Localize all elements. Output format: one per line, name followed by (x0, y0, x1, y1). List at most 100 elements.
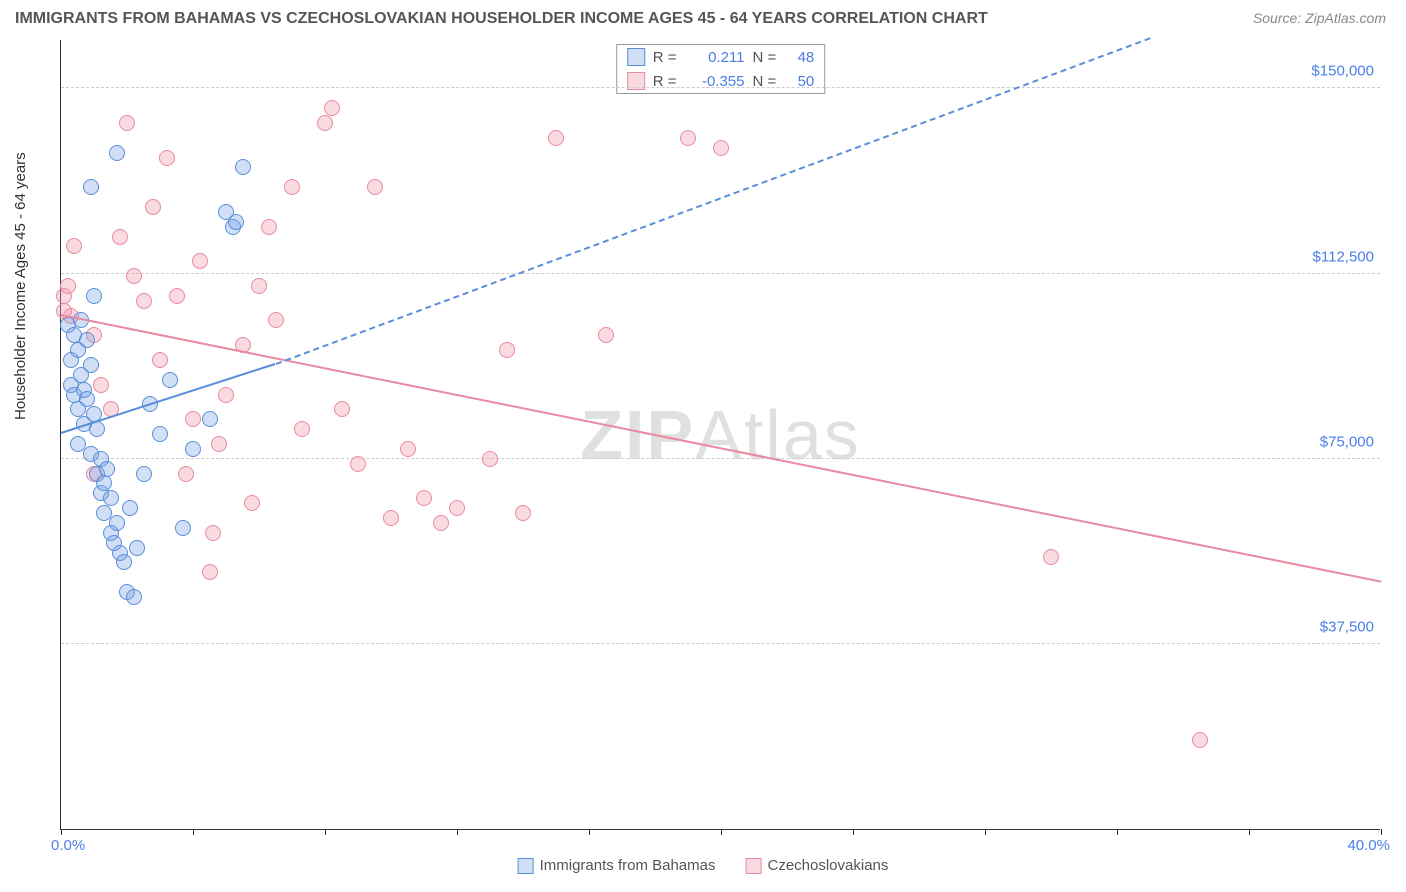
chart-title: IMMIGRANTS FROM BAHAMAS VS CZECHOSLOVAKI… (15, 10, 988, 28)
bahamas-point (83, 357, 99, 373)
n-value-bahamas: 48 (784, 49, 814, 66)
legend-item-bahamas: Immigrants from Bahamas (518, 857, 716, 874)
czech-point (400, 441, 416, 457)
czech-point (126, 268, 142, 284)
czech-point (324, 100, 340, 116)
bahamas-point (79, 391, 95, 407)
bahamas-point (103, 490, 119, 506)
czech-point (251, 278, 267, 294)
bahamas-point (235, 159, 251, 175)
x-tick (985, 829, 986, 835)
czech-point (294, 421, 310, 437)
n-label: N = (753, 49, 777, 66)
bahamas-point (122, 500, 138, 516)
x-tick (325, 829, 326, 835)
y-tick-label: $75,000 (1320, 433, 1374, 450)
y-tick-label: $150,000 (1311, 63, 1374, 80)
czech-point (112, 229, 128, 245)
swatch-bahamas-icon (518, 858, 534, 874)
x-tick (853, 829, 854, 835)
czech-point (713, 140, 729, 156)
series-legend: Immigrants from Bahamas Czechoslovakians (518, 857, 889, 874)
y-axis-label: Householder Income Ages 45 - 64 years (12, 152, 29, 420)
czech-point (244, 495, 260, 511)
x-tick (457, 829, 458, 835)
czech-point (211, 436, 227, 452)
plot-area: ZIPAtlas R = 0.211 N = 48 R = -0.355 N =… (60, 40, 1380, 830)
czech-point (145, 199, 161, 215)
x-tick (721, 829, 722, 835)
czech-point (680, 130, 696, 146)
source-label: Source: ZipAtlas.com (1253, 10, 1386, 26)
bahamas-point (202, 411, 218, 427)
czech-point (261, 219, 277, 235)
czech-point (499, 342, 515, 358)
swatch-bahamas-icon (627, 48, 645, 66)
bahamas-point (109, 145, 125, 161)
czech-point (185, 411, 201, 427)
bahamas-point (136, 466, 152, 482)
czech-regression-line (61, 314, 1381, 583)
czech-point (383, 510, 399, 526)
czech-point (1192, 732, 1208, 748)
x-tick (589, 829, 590, 835)
czech-point (416, 490, 432, 506)
czech-point (119, 115, 135, 131)
bahamas-point (83, 179, 99, 195)
legend-row-bahamas: R = 0.211 N = 48 (617, 45, 825, 69)
czech-point (93, 377, 109, 393)
czech-point (598, 327, 614, 343)
source-text: Source: ZipAtlas.com (1253, 10, 1386, 26)
bahamas-point (129, 540, 145, 556)
watermark: ZIPAtlas (580, 395, 861, 475)
bahamas-point (116, 554, 132, 570)
bahamas-point (79, 332, 95, 348)
bahamas-point (109, 515, 125, 531)
czech-point (205, 525, 221, 541)
czech-point (60, 278, 76, 294)
legend-item-czech: Czechoslovakians (745, 857, 888, 874)
czech-point (482, 451, 498, 467)
czech-point (66, 238, 82, 254)
gridline (61, 643, 1380, 644)
swatch-czech-icon (745, 858, 761, 874)
czech-point (1043, 549, 1059, 565)
czech-point (548, 130, 564, 146)
czech-point (202, 564, 218, 580)
gridline (61, 458, 1380, 459)
bahamas-point (152, 426, 168, 442)
czech-point (433, 515, 449, 531)
r-label: R = (653, 49, 677, 66)
gridline (61, 273, 1380, 274)
bahamas-point (228, 214, 244, 230)
czech-point (367, 179, 383, 195)
bahamas-point (86, 288, 102, 304)
bahamas-point (185, 441, 201, 457)
x-tick (1381, 829, 1382, 835)
watermark-bold: ZIP (580, 396, 695, 474)
czech-point (350, 456, 366, 472)
y-tick-label: $112,500 (1313, 248, 1374, 265)
x-axis-min-label: 0.0% (51, 837, 85, 854)
czech-point (192, 253, 208, 269)
legend-row-czech: R = -0.355 N = 50 (617, 69, 825, 93)
czech-point (178, 466, 194, 482)
legend-label-czech: Czechoslovakians (767, 857, 888, 874)
bahamas-point (99, 461, 115, 477)
czech-point (169, 288, 185, 304)
x-tick (1117, 829, 1118, 835)
bahamas-point (96, 475, 112, 491)
czech-point (218, 387, 234, 403)
czech-point (334, 401, 350, 417)
x-axis-max-label: 40.0% (1347, 837, 1390, 854)
bahamas-point (175, 520, 191, 536)
bahamas-point (126, 589, 142, 605)
watermark-light: Atlas (695, 396, 861, 474)
czech-point (515, 505, 531, 521)
x-tick (61, 829, 62, 835)
x-tick (1249, 829, 1250, 835)
czech-point (317, 115, 333, 131)
r-value-bahamas: 0.211 (685, 49, 745, 66)
czech-point (136, 293, 152, 309)
x-tick (193, 829, 194, 835)
